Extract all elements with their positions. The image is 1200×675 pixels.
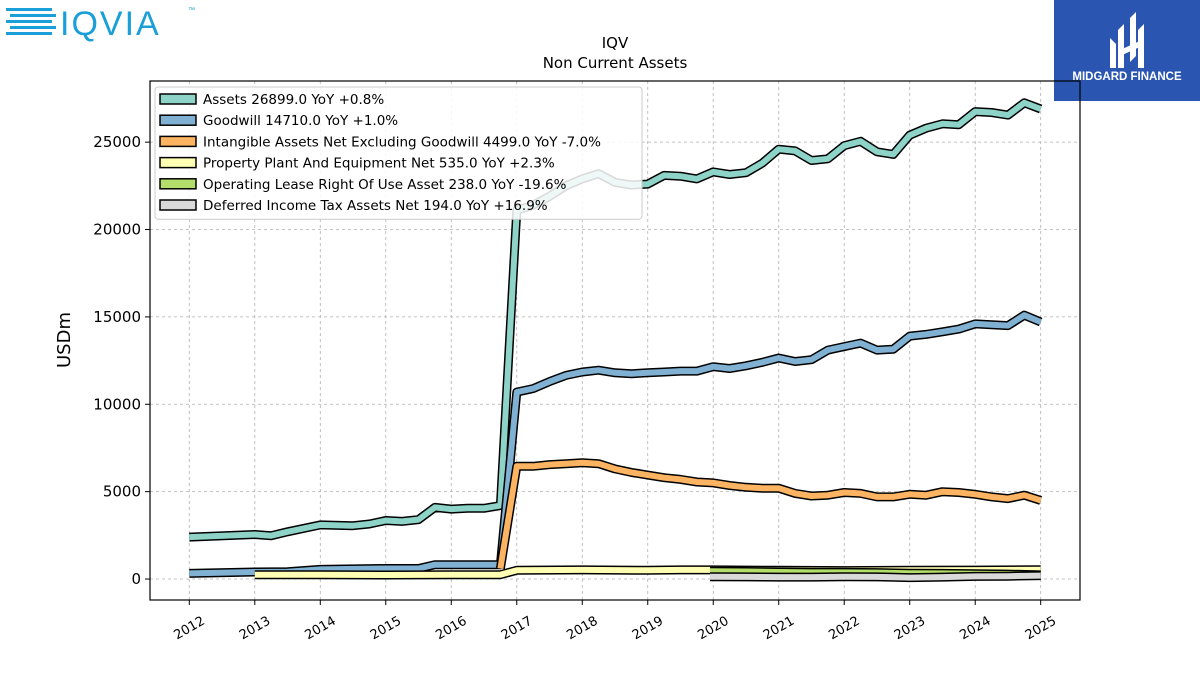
series-line-outline <box>189 310 1043 578</box>
y-tick-label: 25000 <box>93 133 141 151</box>
x-tick-label: 2023 <box>892 614 928 644</box>
y-tick-label: 20000 <box>93 221 141 239</box>
x-tick-label: 2021 <box>761 614 797 644</box>
series-line <box>709 572 1041 581</box>
iqvia-logo-text: IQVIA <box>60 5 161 43</box>
series-goodwill <box>189 310 1043 578</box>
legend-swatch <box>159 156 197 169</box>
x-tick-label: 2016 <box>433 614 469 644</box>
x-tick-label: 2012 <box>171 614 207 644</box>
y-tick-label: 10000 <box>93 395 141 413</box>
series-line-outline <box>495 458 1043 570</box>
x-tick-label: 2022 <box>826 614 862 644</box>
y-tick-label: 0 <box>131 570 141 588</box>
legend-entry: Property Plant And Equipment Net 535.0 Y… <box>203 156 555 172</box>
legend-swatch <box>159 135 197 148</box>
series-assets <box>189 98 1043 542</box>
y-tick-label: 15000 <box>93 308 141 326</box>
iqvia-logo: IQVIA ™ <box>6 5 195 43</box>
x-tick-label: 2013 <box>237 614 273 644</box>
x-tick-label: 2019 <box>630 614 666 644</box>
x-tick-label: 2015 <box>368 614 404 644</box>
midgard-logo-text: MIDGARD FINANCE <box>1072 71 1182 83</box>
series-layer <box>189 98 1043 583</box>
chart-subtitle: Non Current Assets <box>543 54 688 72</box>
series-line <box>497 459 1042 569</box>
legend-box <box>154 86 643 220</box>
y-axis-label: USDm <box>54 312 75 368</box>
x-tick-label: 2014 <box>302 614 338 644</box>
midgard-emblem-icon <box>1110 12 1144 68</box>
x-tick-label: 2018 <box>564 614 600 644</box>
legend-entry: Deferred Income Tax Assets Net 194.0 YoY… <box>203 198 548 214</box>
plot-frame <box>149 80 1081 601</box>
midgard-finance-logo: MIDGARD FINANCE <box>1054 0 1200 101</box>
y-tick-label: 5000 <box>103 483 141 501</box>
legend-swatch <box>159 114 197 126</box>
legend-entry: Operating Lease Right Of Use Asset 238.0… <box>203 177 567 193</box>
x-tick-label: 2024 <box>957 614 993 644</box>
x-tick-label: 2025 <box>1023 614 1059 644</box>
chart-title: IQV <box>602 34 629 52</box>
legend-entry: Goodwill 14710.0 YoY +1.0% <box>203 113 398 129</box>
y-axis: 0 5000 10000 15000 20000 25000 <box>93 133 150 588</box>
series-intangible <box>495 458 1043 570</box>
series-line <box>189 312 1042 577</box>
legend-entry: Intangible Assets Net Excluding Goodwill… <box>203 134 601 150</box>
x-axis: 2012 2013 2014 2015 2016 2017 2018 2019 2020 2021… <box>171 600 1059 643</box>
x-tick-label: 2020 <box>695 614 731 644</box>
legend: Assets 26899.0 YoY +0.8% Goodwill 14710.0… <box>154 86 643 220</box>
legend-entry: Assets 26899.0 YoY +0.8% <box>203 92 384 108</box>
legend-swatch <box>159 178 197 190</box>
series-deferred_tax <box>709 571 1041 583</box>
logo-stripes-icon <box>6 8 56 35</box>
legend-swatch <box>159 199 197 211</box>
legend-swatch <box>159 93 197 105</box>
series-line <box>189 99 1042 541</box>
iqvia-logo-tm: ™ <box>188 7 195 14</box>
x-tick-label: 2017 <box>499 614 535 644</box>
